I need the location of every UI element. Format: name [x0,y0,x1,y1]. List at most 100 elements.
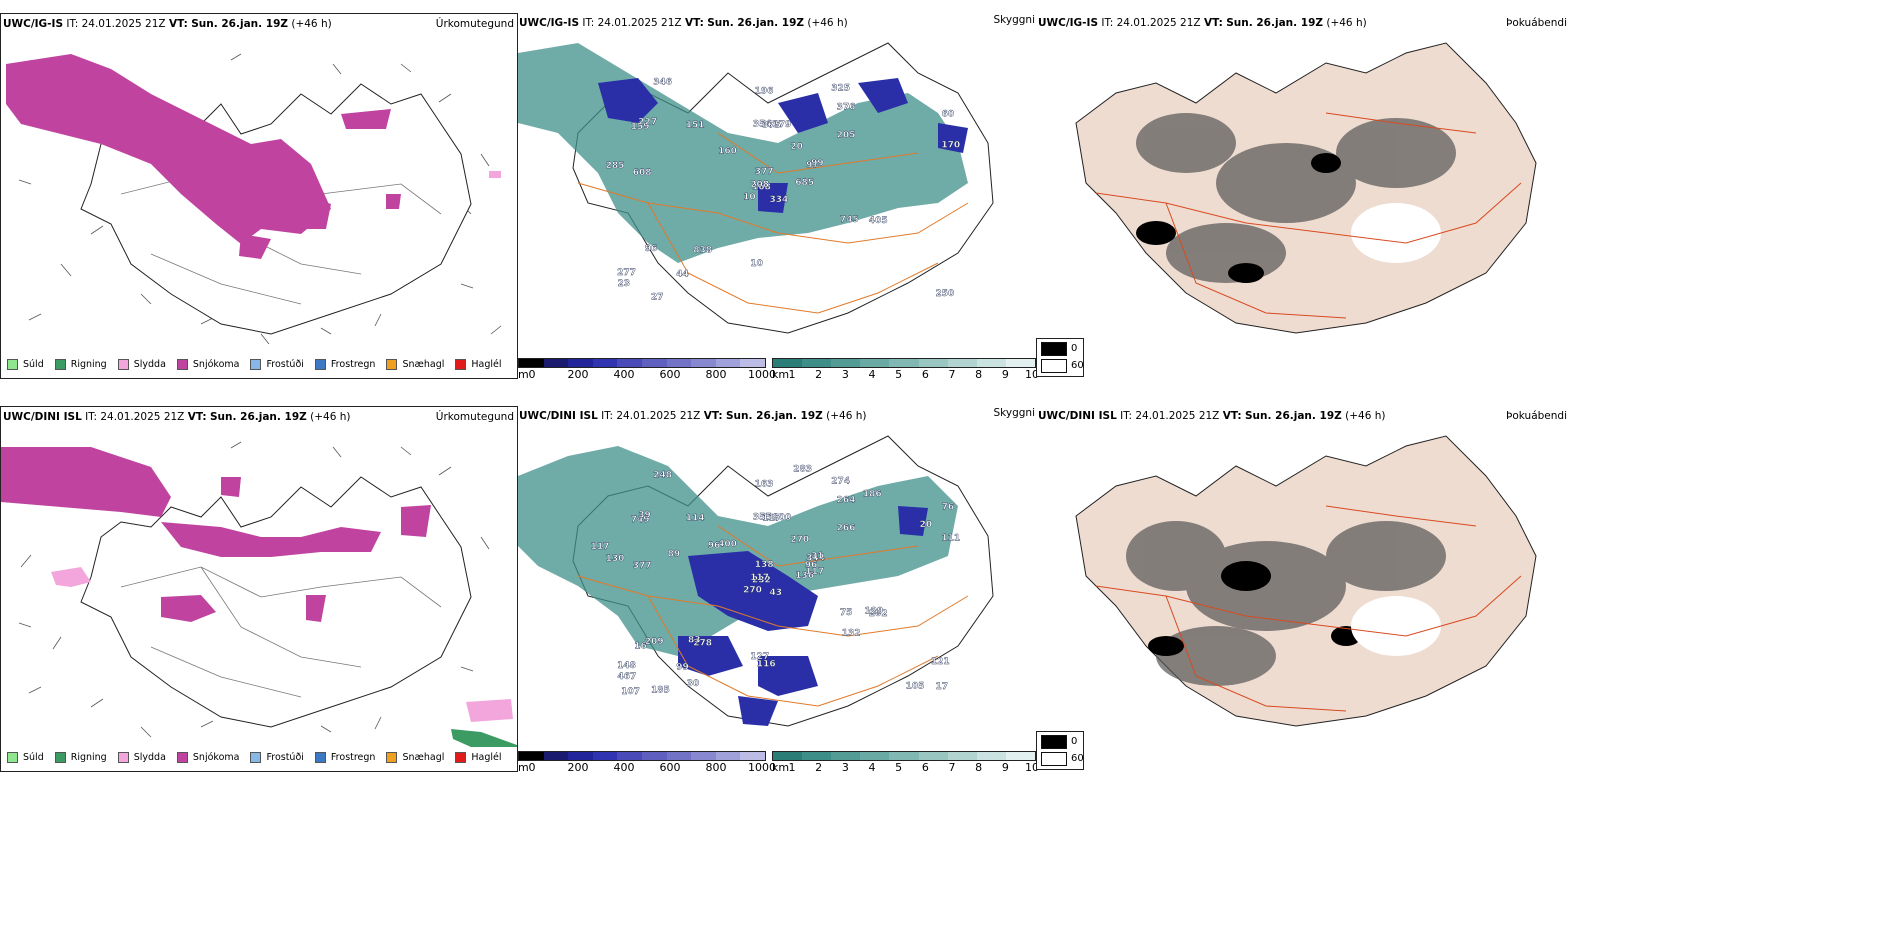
visibility-value-label: 185 [651,686,670,696]
visibility-value-label: 89 [668,550,681,560]
fog-legend-swatch-0 [1041,735,1067,749]
visibility-value-label: 376 [837,102,856,112]
visibility-value-label: 114 [686,513,705,523]
scale-tick-label: 1 [788,761,796,772]
model-title: UWC/DINI ISL [519,410,598,422]
scale-segment [947,752,977,760]
visibility-value-label: 132 [842,629,861,639]
valid-time-label: VT: [187,411,207,423]
valid-time: Sun. 26.jan. 19Z [725,410,823,422]
fog-legend-label-60: 60 [1071,360,1084,371]
roads [1095,505,1522,712]
visibility-value-label: 27 [651,293,664,303]
scale-segment [691,359,716,367]
scale-tick-label: 6 [921,761,929,772]
product-name: Úrkomutegund [435,18,514,30]
visibility-value-label: 96 [645,244,658,254]
scale-segment [773,359,803,367]
scale-segment [976,752,1006,760]
scale-segment [543,752,569,760]
legend-label: Súld [23,359,44,370]
legend-label: Rigning [70,752,107,763]
legend-item-snæhagl: Snæhagl [386,359,444,370]
visibility-value-label: 270 [743,586,762,596]
vis-panel-row2: UWC/DINI ISL IT: 24.01.2025 21Z VT: Sun.… [518,406,1038,772]
legend-label: Frostúði [266,752,304,763]
visibility-value-label: 264 [837,495,856,505]
scale-segment [691,752,716,760]
visibility-value-label: 283 [793,465,812,475]
scale-tick-label: 3 [841,368,849,379]
valid-time-label: VT: [684,17,704,29]
visibility-value-label: 325 [831,84,850,94]
cloud-panel-row2: UWC/DINI ISL IT: 24.01.2025 21Z VT: Sun.… [1036,406,1900,772]
visibility-value-label: 60 [942,110,955,120]
visibility-value-label: 129 [865,606,884,616]
sleet-areas [51,567,513,722]
scale-segment [1005,359,1035,367]
scale-segment [641,359,667,367]
scale-tick-label: 4 [868,761,876,772]
scale-tick-label: 10 [1025,761,1038,772]
visibility-value-label: 43 [770,588,783,598]
precip-panel-row2: UWC/DINI ISL IT: 24.01.2025 21Z VT: Sun.… [0,406,518,772]
visibility-value-label: 117 [805,567,824,577]
legend-swatch [250,752,262,763]
legend-swatch [7,359,18,370]
legend-item-haglél: Haglél [455,752,502,763]
lead-time: (+46 h) [1326,17,1367,29]
model-title: UWC/DINI ISL [1038,410,1117,422]
visibility-value-label: 96 [805,561,818,571]
precip-type-legend: Súld Rigning Slydda Snjókoma Frostúði Frostre… [7,359,513,370]
visibility-value-label: 107 [621,687,640,697]
visibility-value-labels: 43 749 232 148 344 278 274 900 264 136 248 17 377 76 2… [590,464,960,697]
visibility-cloud-areas [518,446,958,656]
legend-item-frostúði: Frostúði [250,359,304,370]
model-title: UWC/DINI ISL [3,411,82,423]
legend-swatch [314,359,326,370]
visibility-value-label: 148 [617,661,636,671]
scale-segment [715,359,741,367]
legend-label: Rigning [70,359,107,370]
product-name: Skyggni [993,14,1036,26]
visibility-value-label: 23 [618,279,631,289]
visibility-value-label: 205 [837,131,856,141]
visibility-value-label: 334 [770,195,789,205]
model-title: UWC/IG-IS [3,18,64,30]
visibility-scale-km [772,751,1036,761]
visibility-value-label: 232 [752,576,771,586]
scale-segment [889,359,919,367]
legend-swatch [117,359,129,370]
scale-segment [918,359,948,367]
visibility-value-label: 136 [795,571,814,581]
scale-tick-label: 6 [921,368,929,379]
scale-segment [519,359,544,367]
legend-item-frostregn: Frostregn [314,359,375,370]
init-time: IT: 24.01.2025 21Z [85,411,185,423]
legend-item-slydda: Slydda [117,359,166,370]
valid-time: Sun. 26.jan. 19Z [209,411,307,423]
scale-segment [802,752,832,760]
precip-map [1,441,517,747]
legend-item-rigning: Rigning [54,752,107,763]
legend-label: Snjókoma [192,752,240,763]
visibility-value-label: 900 [773,513,792,523]
scale-tick-label: 8 [975,368,983,379]
visibility-value-label: 354 [753,120,772,130]
scale-tick-label: 7 [948,761,956,772]
visibility-value-label: 467 [618,672,637,682]
scale-tick-label: 400 [613,368,635,379]
valid-time-label: VT: [703,410,723,422]
visibility-value-label: 20 [920,520,933,530]
legend-swatch [117,752,129,763]
legend-item-súld: Súld [7,752,44,763]
visibility-scale-m [518,751,766,761]
dark-fog-spots [1136,153,1341,283]
scale-unit-km: km [772,368,790,379]
glacier-clear [1351,596,1441,656]
scale-tick-label: 0 [528,368,536,379]
vis-panel-row1: UWC/IG-IS IT: 24.01.2025 21Z VT: Sun. 26… [518,13,1038,379]
scale-segment [976,359,1006,367]
visibility-value-label: 285 [606,161,625,171]
scale-unit-m: m [518,368,529,379]
